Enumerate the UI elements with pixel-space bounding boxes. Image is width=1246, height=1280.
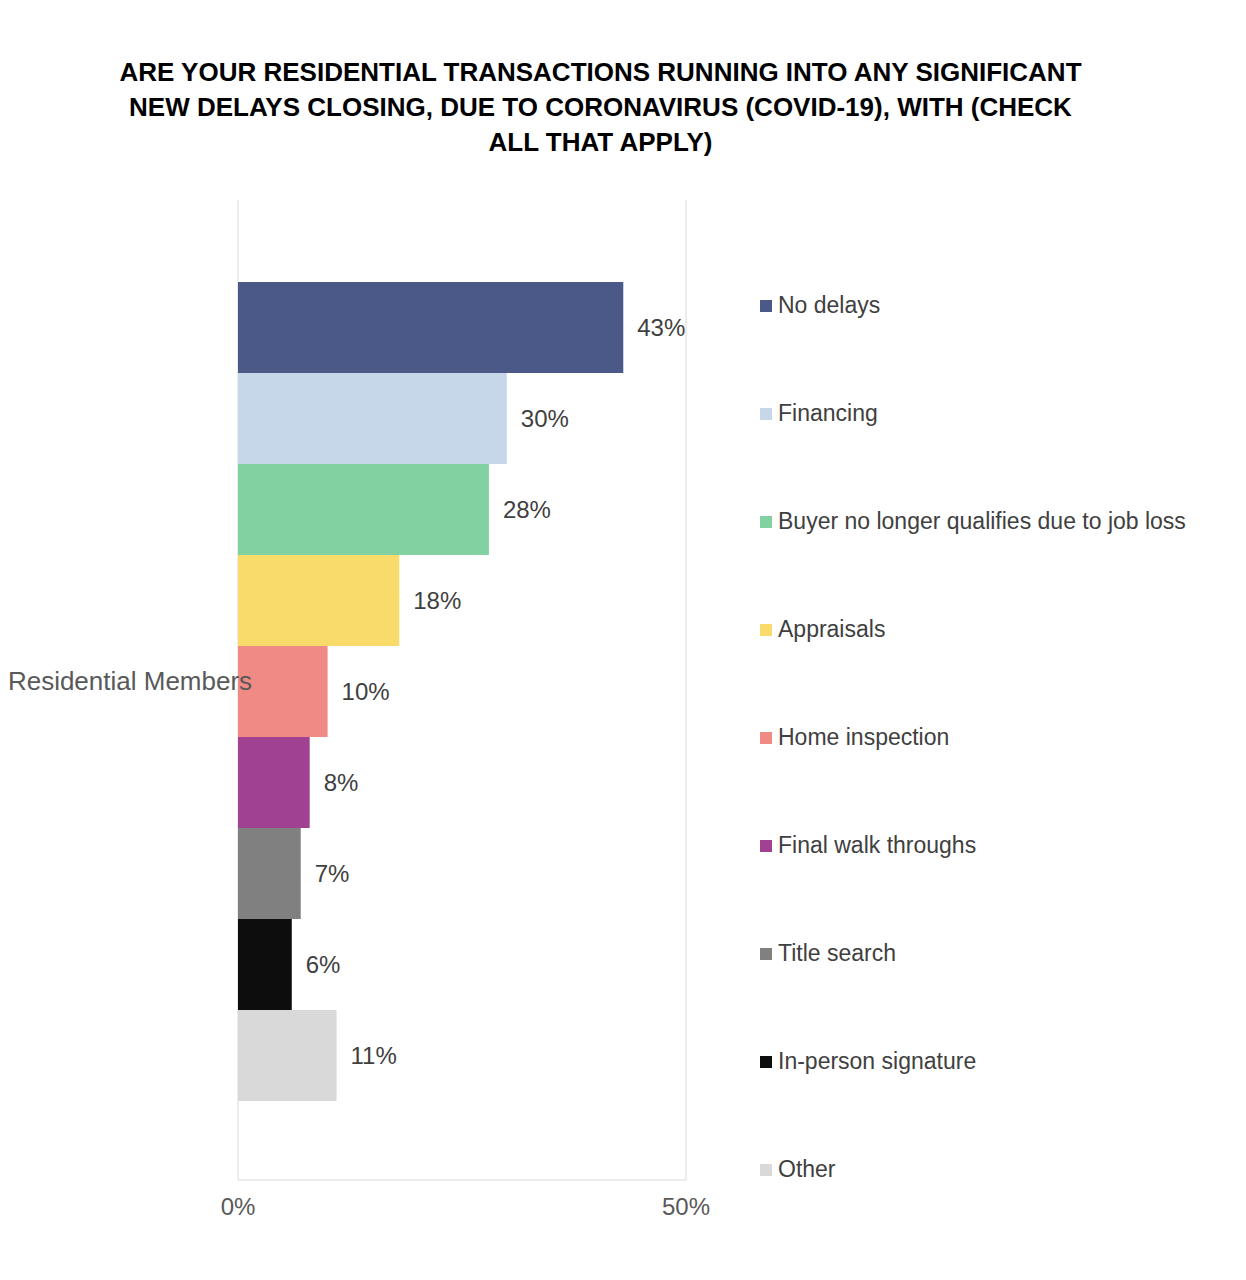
html-text:ARE YOUR RESIDENTIAL TRANSACTI: ARE YOUR RESIDENTIAL TRANSACTIONS RUNNIN…: [119, 57, 1082, 157]
html-text:No delays: No delays: [778, 292, 881, 318]
html-text:Final walk throughs: Final walk throughs: [778, 832, 977, 858]
svg-text:6%: 6%: [306, 951, 341, 978]
svg-text:0%: 0%: [221, 1193, 256, 1220]
svg-text:43%: 43%: [637, 314, 685, 341]
svg-text:18%: 18%: [413, 587, 461, 614]
svg-text:50%: 50%: [662, 1193, 710, 1220]
html-text:Title search: Title search: [778, 940, 896, 966]
html-text:In-person signature: In-person signature: [778, 1048, 977, 1074]
svg-text:8%: 8%: [324, 769, 359, 796]
html-text:Buyer no longer qualifies due: Buyer no longer qualifies due to job los…: [778, 508, 1186, 534]
svg-text:10%: 10%: [342, 678, 390, 705]
svg-text:28%: 28%: [503, 496, 551, 523]
html-text:Other: Other: [778, 1156, 836, 1182]
svg-text:7%: 7%: [315, 860, 350, 887]
html-text:Financing: Financing: [778, 400, 878, 426]
html-text:Home inspection: Home inspection: [778, 724, 950, 750]
html-text:Appraisals: Appraisals: [778, 616, 886, 642]
svg-text:Residential Members: Residential Members: [8, 666, 252, 696]
svg-text:11%: 11%: [351, 1042, 397, 1069]
svg-text:30%: 30%: [521, 405, 569, 432]
